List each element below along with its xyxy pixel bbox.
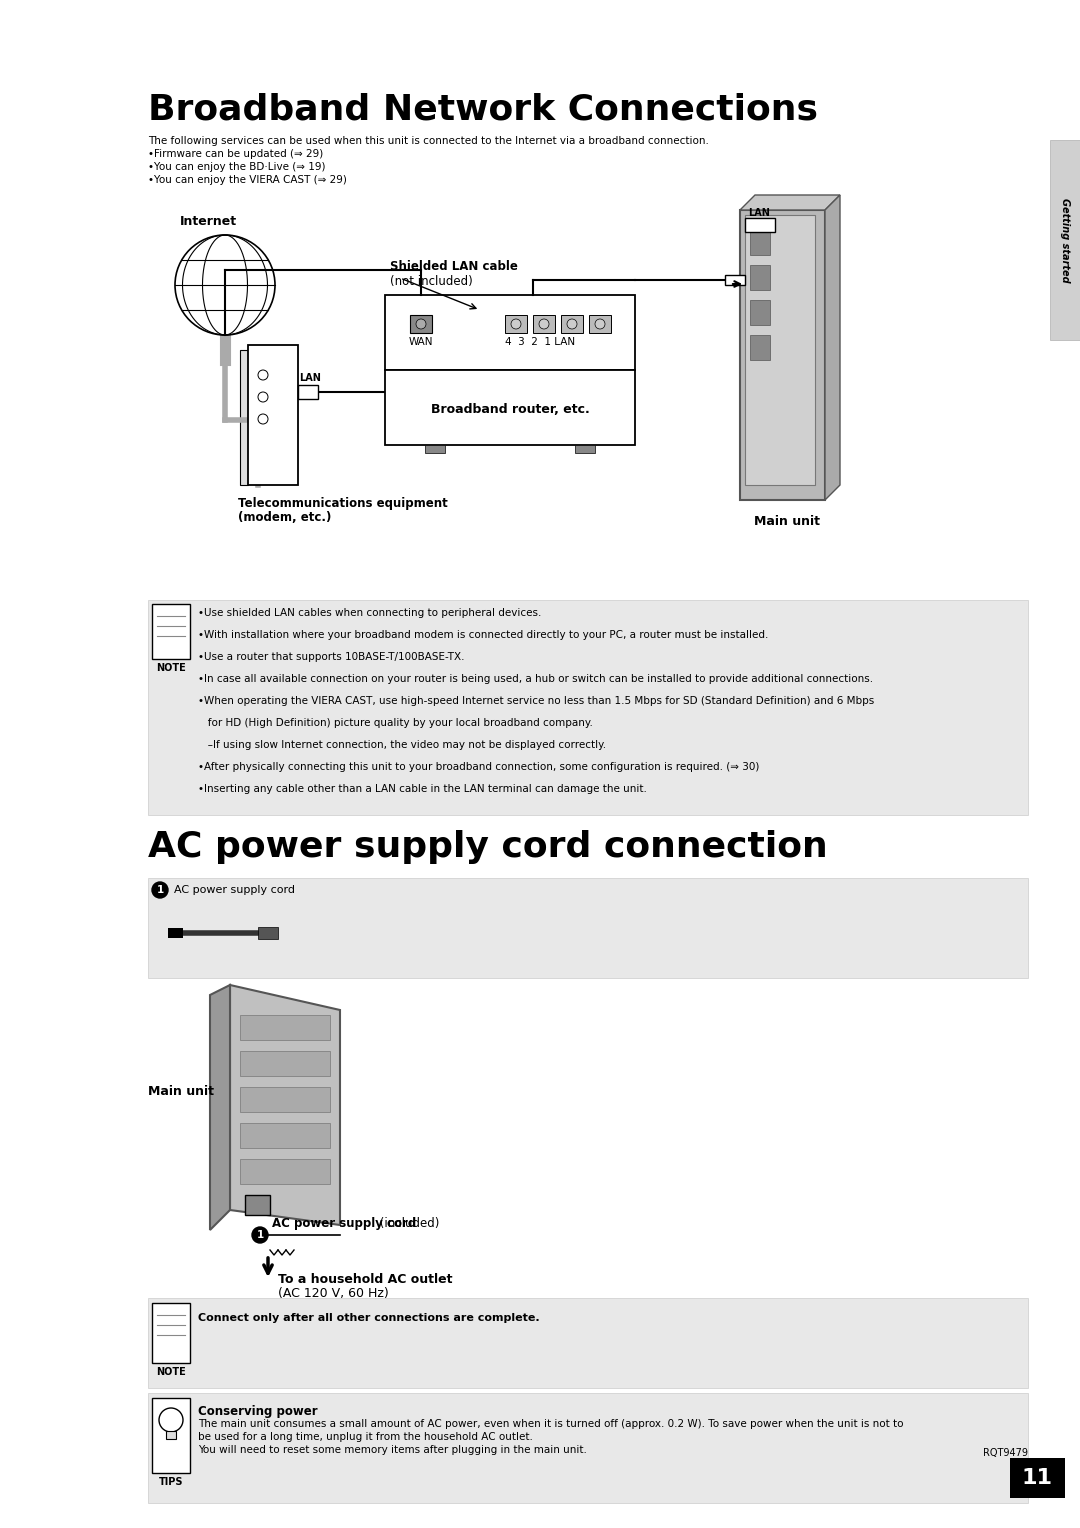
Bar — [248, 345, 298, 484]
Bar — [740, 209, 825, 500]
Text: (modem, etc.): (modem, etc.) — [238, 510, 332, 524]
Bar — [384, 370, 635, 445]
Text: •You can enjoy the BD·Live (⇒ 19): •You can enjoy the BD·Live (⇒ 19) — [148, 162, 325, 173]
Circle shape — [511, 319, 521, 329]
Bar — [750, 299, 770, 325]
Circle shape — [152, 882, 168, 898]
Bar — [745, 219, 775, 232]
Bar — [148, 1394, 1028, 1504]
Bar — [1010, 1458, 1065, 1497]
Text: LAN: LAN — [748, 208, 770, 219]
Bar — [240, 1015, 330, 1041]
Circle shape — [258, 393, 268, 402]
Bar — [148, 1297, 1028, 1387]
Text: LAN: LAN — [299, 373, 321, 384]
Bar — [384, 295, 635, 370]
Circle shape — [567, 319, 577, 329]
Bar — [750, 335, 770, 361]
Text: TIPS: TIPS — [159, 1478, 184, 1487]
Bar — [148, 879, 1028, 978]
Bar — [166, 1432, 176, 1439]
Text: Main unit: Main unit — [754, 515, 820, 529]
Text: (included): (included) — [376, 1216, 440, 1230]
Bar — [240, 350, 248, 484]
Text: 4  3  2  1 LAN: 4 3 2 1 LAN — [505, 338, 576, 347]
Text: WAN: WAN — [409, 338, 433, 347]
Text: 11: 11 — [1022, 1468, 1053, 1488]
Bar — [152, 604, 190, 659]
Text: Broadband router, etc.: Broadband router, etc. — [431, 403, 590, 416]
Text: •With installation where your broadband modem is connected directly to your PC, : •With installation where your broadband … — [198, 630, 768, 640]
Bar — [240, 1123, 330, 1148]
Circle shape — [159, 1407, 183, 1432]
Text: •Firmware can be updated (⇒ 29): •Firmware can be updated (⇒ 29) — [148, 150, 323, 159]
Bar — [152, 1303, 190, 1363]
Bar — [240, 1160, 330, 1184]
Text: NOTE: NOTE — [157, 1368, 186, 1377]
Text: •When operating the VIERA CAST, use high-speed Internet service no less than 1.5: •When operating the VIERA CAST, use high… — [198, 695, 874, 706]
Bar — [298, 385, 318, 399]
Circle shape — [175, 235, 275, 335]
Text: (AC 120 V, 60 Hz): (AC 120 V, 60 Hz) — [278, 1287, 389, 1300]
Text: Telecommunications equipment: Telecommunications equipment — [238, 497, 448, 510]
Bar — [745, 215, 815, 484]
Bar — [240, 1086, 330, 1112]
Bar — [245, 1195, 270, 1215]
Circle shape — [539, 319, 549, 329]
Bar — [725, 275, 745, 286]
Bar — [426, 445, 445, 452]
Bar — [750, 231, 770, 255]
Bar — [258, 927, 278, 940]
Text: Internet: Internet — [180, 215, 238, 228]
Bar — [575, 445, 595, 452]
Circle shape — [252, 1227, 268, 1242]
Polygon shape — [210, 986, 230, 1230]
Text: To a household AC outlet: To a household AC outlet — [278, 1273, 453, 1287]
Text: 1: 1 — [256, 1230, 264, 1241]
Text: Broadband Network Connections: Broadband Network Connections — [148, 92, 818, 125]
Text: AC power supply cord: AC power supply cord — [272, 1216, 416, 1230]
Text: The following services can be used when this unit is connected to the Internet v: The following services can be used when … — [148, 136, 708, 147]
Text: •Use shielded LAN cables when connecting to peripheral devices.: •Use shielded LAN cables when connecting… — [198, 608, 541, 617]
Circle shape — [416, 319, 426, 329]
Bar — [410, 315, 432, 333]
Circle shape — [258, 370, 268, 380]
Text: RQT9479: RQT9479 — [983, 1449, 1028, 1458]
Bar — [1050, 141, 1080, 341]
Text: The main unit consumes a small amount of AC power, even when it is turned off (a: The main unit consumes a small amount of… — [198, 1420, 904, 1429]
Bar — [750, 264, 770, 290]
Text: be used for a long time, unplug it from the household AC outlet.: be used for a long time, unplug it from … — [198, 1432, 532, 1442]
Circle shape — [258, 414, 268, 423]
Bar — [505, 315, 527, 333]
Text: •In case all available connection on your router is being used, a hub or switch : •In case all available connection on you… — [198, 674, 873, 685]
Polygon shape — [230, 986, 340, 1225]
Text: 1: 1 — [157, 885, 164, 895]
Text: –If using slow Internet connection, the video may not be displayed correctly.: –If using slow Internet connection, the … — [198, 740, 606, 750]
Bar — [534, 315, 555, 333]
Text: Getting started: Getting started — [1059, 197, 1070, 283]
Text: NOTE: NOTE — [157, 663, 186, 672]
Bar — [589, 315, 611, 333]
Text: •You can enjoy the VIERA CAST (⇒ 29): •You can enjoy the VIERA CAST (⇒ 29) — [148, 176, 347, 185]
Text: for HD (High Definition) picture quality by your local broadband company.: for HD (High Definition) picture quality… — [198, 718, 593, 727]
Text: •After physically connecting this unit to your broadband connection, some config: •After physically connecting this unit t… — [198, 762, 759, 772]
Text: (not included): (not included) — [390, 275, 473, 287]
Circle shape — [595, 319, 605, 329]
Text: Main unit: Main unit — [148, 1085, 214, 1099]
Text: You will need to reset some memory items after plugging in the main unit.: You will need to reset some memory items… — [198, 1445, 586, 1455]
Bar — [148, 601, 1028, 814]
Text: Conserving power: Conserving power — [198, 1406, 318, 1418]
Text: Connect only after all other connections are complete.: Connect only after all other connections… — [198, 1313, 540, 1323]
Polygon shape — [740, 196, 840, 209]
Text: •Inserting any cable other than a LAN cable in the LAN terminal can damage the u: •Inserting any cable other than a LAN ca… — [198, 784, 647, 795]
Bar — [561, 315, 583, 333]
Bar — [152, 1398, 190, 1473]
Polygon shape — [825, 196, 840, 500]
Bar — [240, 1051, 330, 1076]
Text: •Use a router that supports 10BASE-T/100BASE-TX.: •Use a router that supports 10BASE-T/100… — [198, 652, 464, 662]
Bar — [168, 927, 183, 938]
Text: Shielded LAN cable: Shielded LAN cable — [390, 260, 518, 274]
Text: AC power supply cord connection: AC power supply cord connection — [148, 830, 827, 863]
Text: AC power supply cord: AC power supply cord — [174, 885, 295, 895]
